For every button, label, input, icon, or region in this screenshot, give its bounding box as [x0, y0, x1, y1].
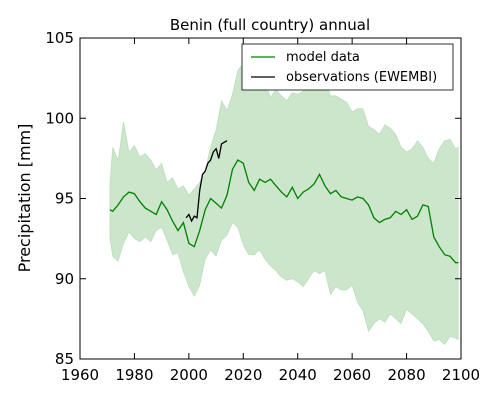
- x-tick-label: 2040: [279, 366, 317, 384]
- x-tick-label: 2020: [224, 366, 262, 384]
- y-axis-label: Precipitation [mm]: [15, 124, 34, 273]
- y-tick-label: 85: [55, 350, 74, 368]
- plot-area: [109, 62, 459, 346]
- legend-box: [241, 43, 454, 91]
- model-data-line: [109, 159, 459, 264]
- chart-title: Benin (full country) annual: [170, 16, 370, 34]
- legend-label-model: model data: [286, 50, 360, 65]
- x-tick-label: 1980: [115, 366, 153, 384]
- x-tick-label: 1960: [61, 366, 99, 384]
- x-axis: 1960 1980 2000 2020 2040 2060 2080 2100: [61, 38, 480, 384]
- x-tick-label: 2000: [170, 366, 208, 384]
- x-tick-label: 2100: [442, 366, 480, 384]
- y-tick-label: 95: [55, 190, 74, 208]
- x-tick-label: 2060: [333, 366, 371, 384]
- y-tick-label: 100: [45, 109, 74, 127]
- y-tick-label: 105: [45, 29, 74, 47]
- y-tick-label: 90: [55, 270, 74, 288]
- x-tick-label: 2080: [387, 366, 425, 384]
- model-range-band: [109, 62, 459, 346]
- legend: model data observations (EWEMBI): [241, 43, 454, 91]
- legend-label-observations: observations (EWEMBI): [286, 70, 437, 85]
- observations-line: [185, 140, 228, 223]
- y-axis: 85 90 95 100 105: [45, 29, 461, 368]
